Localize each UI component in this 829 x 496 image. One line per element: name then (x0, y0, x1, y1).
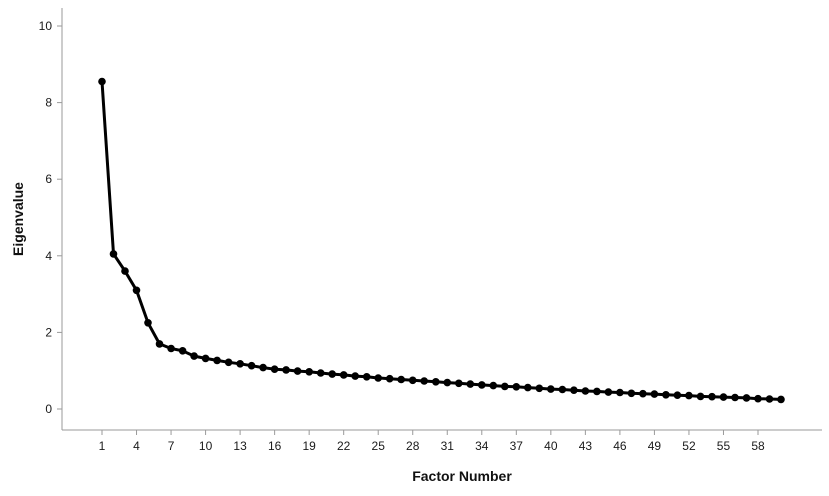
data-point (570, 386, 578, 395)
data-point (466, 380, 475, 388)
x-tick-label: 19 (302, 439, 316, 453)
data-point (512, 383, 521, 391)
data-point (650, 390, 659, 398)
data-point (247, 361, 256, 370)
x-axis-ticks: 1 4 7 10 13 16 19 22 25 28 31 34 37 40 43 46 49 52 55 58 (99, 430, 765, 453)
data-point (685, 391, 693, 400)
data-point (236, 360, 244, 368)
data-point (742, 394, 751, 402)
data-point (397, 375, 406, 384)
data-point (777, 395, 785, 404)
eigenvalue-points (98, 77, 785, 404)
data-point (351, 372, 360, 380)
data-point (408, 376, 417, 385)
axes (61, 8, 822, 431)
x-tick-label: 58 (751, 439, 765, 453)
x-tick-label: 4 (133, 439, 140, 453)
data-point (339, 371, 348, 379)
x-tick-label: 22 (337, 439, 351, 453)
x-tick-label: 55 (717, 439, 731, 453)
data-point (420, 377, 429, 385)
y-axis-title: Eigenvalue (10, 182, 26, 256)
data-point (155, 340, 164, 348)
data-point (328, 370, 337, 378)
x-tick-label: 25 (372, 439, 386, 453)
data-point (201, 354, 210, 363)
data-point (432, 378, 440, 386)
data-point (765, 395, 774, 403)
x-tick-label: 34 (475, 439, 489, 453)
x-tick-label: 43 (579, 439, 593, 453)
x-axis-title: Factor Number (412, 468, 512, 484)
data-point (455, 379, 463, 388)
y-tick-label: 8 (45, 96, 52, 110)
data-point (224, 358, 233, 367)
data-point (754, 394, 762, 403)
data-point (719, 393, 728, 401)
data-point (616, 388, 624, 397)
data-point (259, 363, 267, 372)
data-point (696, 392, 705, 401)
data-point (673, 391, 682, 400)
data-point (190, 352, 198, 360)
data-point (213, 356, 221, 365)
x-tick-label: 40 (544, 439, 558, 453)
x-tick-label: 7 (168, 439, 175, 453)
data-point (270, 365, 279, 374)
y-tick-label: 10 (39, 19, 53, 33)
y-tick-label: 6 (45, 172, 52, 186)
data-point (362, 373, 371, 381)
data-point (662, 391, 670, 399)
data-point (144, 319, 152, 327)
x-tick-label: 10 (199, 439, 213, 453)
data-point (604, 388, 613, 396)
data-point (305, 368, 314, 376)
data-point (374, 374, 383, 382)
eigenvalue-line (100, 80, 783, 401)
data-point (178, 347, 187, 355)
x-tick-label: 37 (510, 439, 524, 453)
x-tick-label: 1 (99, 439, 106, 453)
data-point (443, 378, 452, 387)
data-point (489, 381, 498, 390)
y-tick-label: 2 (45, 325, 52, 339)
y-tick-label: 0 (45, 402, 52, 416)
data-point (708, 392, 716, 401)
data-point (639, 389, 647, 398)
data-point (293, 367, 302, 375)
x-tick-label: 28 (406, 439, 420, 453)
y-tick-label: 4 (45, 249, 52, 263)
data-point (558, 385, 567, 394)
data-point (581, 387, 590, 395)
data-point (282, 366, 290, 374)
x-tick-label: 46 (613, 439, 627, 453)
data-point (524, 383, 532, 392)
x-tick-label: 13 (233, 439, 247, 453)
data-point (593, 387, 601, 396)
x-tick-label: 31 (441, 439, 455, 453)
eigenvalue-series (100, 80, 783, 401)
data-point (132, 286, 141, 295)
data-point (501, 382, 509, 391)
data-point (385, 374, 394, 383)
x-tick-label: 52 (682, 439, 696, 453)
data-point (121, 267, 129, 275)
data-point (98, 77, 106, 86)
data-point (316, 369, 325, 377)
data-point (731, 393, 739, 402)
x-tick-label: 49 (648, 439, 662, 453)
data-point (627, 389, 636, 398)
data-point (109, 250, 118, 258)
data-point (535, 384, 544, 393)
data-point (167, 344, 175, 353)
data-point (478, 381, 486, 389)
y-axis-ticks: 0 2 4 6 8 10 (39, 19, 62, 416)
data-point (547, 385, 555, 393)
x-tick-label: 16 (268, 439, 282, 453)
